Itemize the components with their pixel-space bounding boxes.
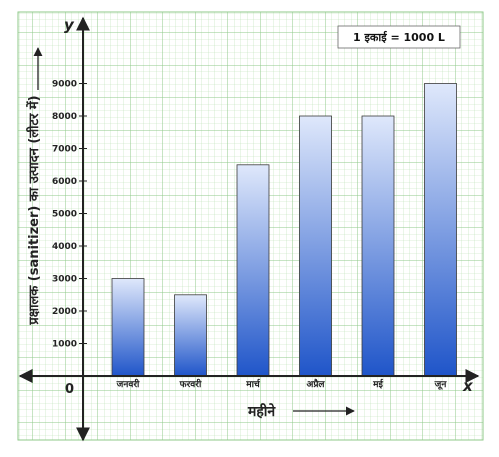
y-tick-label-2: 3000 <box>52 275 77 285</box>
bar-1 <box>174 294 207 377</box>
x-category-label-5: जून <box>434 380 448 390</box>
x-categories-layer: जनवरी फरवरी मार्च अप्रैल मई जून <box>116 378 448 390</box>
unit-note: 1 इकाई = 1000 L <box>353 30 445 44</box>
unit-note-box <box>337 25 461 49</box>
y-axis-letter: y <box>64 16 75 34</box>
x-category-label-3: अप्रैल <box>306 378 325 390</box>
bar-4 <box>361 115 395 377</box>
x-axis-letter: x <box>462 377 474 395</box>
y-tick-label-3: 4000 <box>52 242 77 252</box>
y-axis-label: प्रक्षालक (sanitizer) का उत्पादन (लीटर म… <box>26 95 42 325</box>
y-tick-label-4: 5000 <box>52 210 77 220</box>
x-category-label-2: मार्च <box>245 378 261 390</box>
x-axis-label: महीने <box>247 403 276 420</box>
x-category-label-1: फरवरी <box>179 378 202 390</box>
y-tick-label-7: 8000 <box>52 112 77 122</box>
origin-label: 0 <box>65 382 74 397</box>
y-tick-label-5: 6000 <box>52 177 77 187</box>
bar-0 <box>111 278 145 377</box>
y-tick-label-8: 9000 <box>52 80 77 90</box>
bars-layer <box>111 83 457 377</box>
bar-5 <box>424 83 457 377</box>
y-tick-label-0: 1000 <box>52 340 77 350</box>
x-category-label-4: मई <box>372 378 384 390</box>
bar-2 <box>236 164 270 377</box>
bar-3 <box>299 115 332 377</box>
y-tick-label-1: 2000 <box>52 307 77 317</box>
x-category-label-0: जनवरी <box>116 378 140 390</box>
y-tick-label-6: 7000 <box>52 145 77 155</box>
